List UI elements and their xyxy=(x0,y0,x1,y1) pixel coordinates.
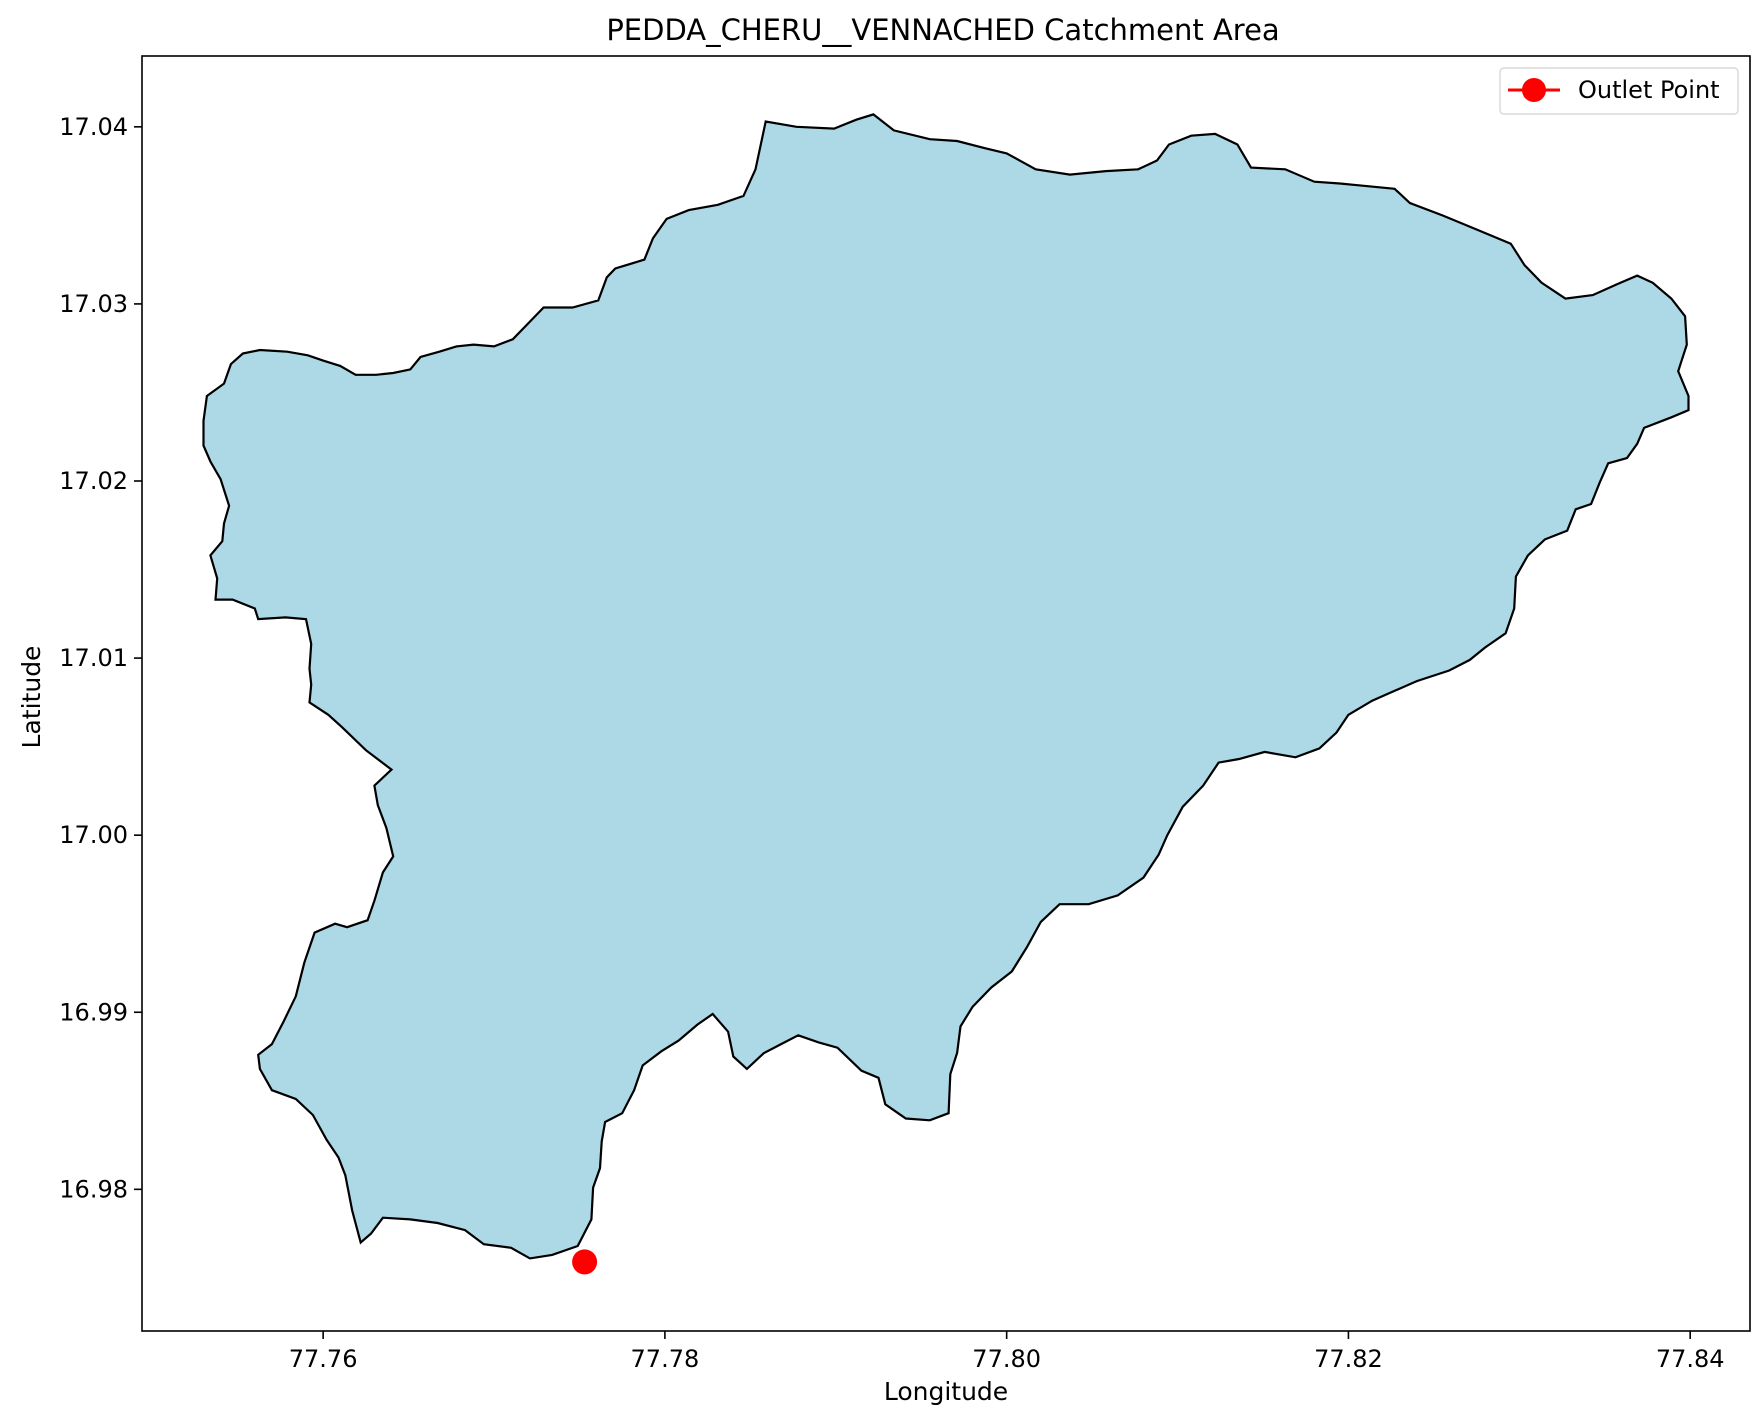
y-tick-label: 17.01 xyxy=(59,644,128,672)
x-axis-label: Longitude xyxy=(884,1377,1008,1406)
legend-label-outlet-point: Outlet Point xyxy=(1578,76,1720,104)
outlet-point-marker xyxy=(572,1249,598,1275)
plot-area xyxy=(141,55,1751,1332)
legend: Outlet Point xyxy=(1499,67,1739,115)
y-tick-label: 16.98 xyxy=(59,1175,128,1203)
x-tick-label: 77.76 xyxy=(289,1345,358,1373)
x-axis-ticks: 77.76 77.78 77.80 77.82 77.84 xyxy=(289,1331,1725,1373)
y-tick-label: 17.04 xyxy=(59,113,128,141)
x-tick-label: 77.80 xyxy=(972,1345,1041,1373)
x-tick-label: 77.84 xyxy=(1656,1345,1725,1373)
x-tick-label: 77.82 xyxy=(1314,1345,1383,1373)
y-tick-label: 17.03 xyxy=(59,290,128,318)
y-tick-label: 17.02 xyxy=(59,467,128,495)
y-tick-label: 16.99 xyxy=(59,998,128,1026)
map-title: PEDDA_CHERU__VENNACHED Catchment Area xyxy=(606,13,1279,47)
y-axis-label: Latitude xyxy=(17,646,46,749)
plot-frame xyxy=(141,55,1751,1332)
y-axis-ticks: 16.98 16.99 17.00 17.01 17.02 17.03 17.04 xyxy=(59,113,142,1203)
legend-marker xyxy=(1522,78,1546,102)
catchment-polygon xyxy=(202,113,1690,1260)
y-tick-label: 17.00 xyxy=(59,821,128,849)
x-tick-label: 77.78 xyxy=(631,1345,700,1373)
legend-box xyxy=(1499,67,1739,115)
